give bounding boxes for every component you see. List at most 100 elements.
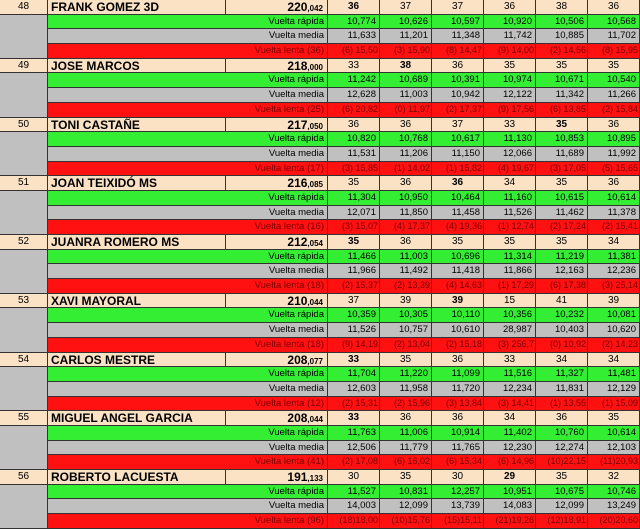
lap-count-cell: 30: [328, 470, 380, 485]
lap-time-cell: (0) 11,97: [380, 102, 432, 118]
driver-header-row: MIGUEL ANGEL GARCIA 208,044 33 36 36 34 36 35: [48, 411, 640, 426]
position-number: 50: [0, 117, 48, 133]
lap-time-cell: 12,071: [328, 205, 380, 221]
lap-time-cell: (9) 17,56: [484, 102, 536, 118]
lap-time-cell: 10,885: [536, 29, 588, 45]
lap-time-cell: (2) 15,84: [588, 102, 640, 118]
lap-count-cell: 39: [380, 293, 432, 309]
lap-time-cell: 11,206: [380, 146, 432, 162]
score-decimal: ,133: [307, 474, 323, 483]
row-label: Vuelta media: [48, 29, 328, 45]
lap-count-cell: 35: [588, 411, 640, 426]
position-filler: [0, 484, 48, 529]
lap-time-cell: 11,866: [484, 264, 536, 280]
score-integer: 210: [287, 293, 308, 308]
lap-time-cell: 10,506: [536, 14, 588, 30]
lap-time-cell: 11,342: [536, 88, 588, 103]
lap-count-cell: 35: [536, 176, 588, 191]
lap-time-cell: 11,003: [380, 88, 432, 103]
driver-score: 212,054: [226, 235, 328, 250]
driver-name: XAVI MAYORAL: [48, 293, 226, 309]
driver-score: 217,050: [226, 117, 328, 133]
score-integer: 212: [287, 235, 308, 249]
row-label: Vuelta rápida: [48, 14, 328, 30]
lap-count-cell: 35: [536, 470, 588, 485]
lap-time-cell: (3) 25,14: [588, 279, 640, 294]
lap-time-cell: 10,540: [588, 73, 640, 89]
lap-time-cell: 14,083: [484, 499, 536, 515]
lap-time-cell: 11,742: [484, 29, 536, 45]
driver-block: 54 CARLOS MESTRE 208,077 33 35 36 33 34 34 Vuelta…: [0, 352, 640, 412]
row-label: Vuelta media: [48, 381, 328, 397]
driver-score: 208,077: [226, 352, 328, 368]
score-decimal: ,050: [307, 121, 323, 131]
lap-time-cell: (1) 14,02: [380, 161, 432, 177]
row-label: Vuelta lenta (41): [48, 455, 328, 470]
row-label: Vuelta lenta (18): [48, 279, 328, 294]
lap-time-cell: 11,992: [588, 146, 640, 162]
lap-time-cell: 11,526: [328, 323, 380, 338]
lap-time-cell: (10)22,15: [536, 455, 588, 470]
row-label: Vuelta rápida: [48, 484, 328, 500]
lap-time-cell: 10,831: [380, 484, 432, 500]
slow-lap-row: Vuelta lenta (18) (2) 15,37 (2) 13,39 (4) 1…: [48, 279, 640, 294]
lap-time-cell: 11,327: [536, 367, 588, 382]
lap-time-cell: 10,620: [588, 323, 640, 338]
lap-time-cell: (2) 14,23: [588, 337, 640, 353]
driver-name: JOSE MARCOS: [48, 58, 226, 74]
lap-count-cell: 34: [588, 235, 640, 250]
lap-time-cell: 10,615: [536, 190, 588, 206]
position-number: 53: [0, 293, 48, 309]
lap-count-cell: 36: [588, 117, 640, 133]
lap-count-cell: 35: [588, 58, 640, 74]
lap-time-cell: (6) 20,82: [328, 102, 380, 118]
lap-time-cell: (6) 16,02: [380, 455, 432, 470]
fast-lap-row: Vuelta rápida 10,820 10,768 10,617 11,130 10,…: [48, 132, 640, 147]
row-label: Vuelta lenta (96): [48, 514, 328, 529]
row-label: Vuelta rápida: [48, 425, 328, 441]
lap-count-cell: 36: [588, 0, 640, 15]
average-lap-row: Vuelta media 11,531 11,206 11,150 12,066 11,6…: [48, 146, 640, 162]
lap-count-cell: 36: [432, 411, 484, 426]
lap-time-cell: 11,779: [380, 440, 432, 456]
position-filler: [0, 249, 48, 294]
lap-count-cell: 35: [328, 235, 380, 250]
lap-count-cell: 36: [536, 411, 588, 426]
row-label: Vuelta lenta (16): [48, 220, 328, 235]
driver-name: FRANK GOMEZ 3D: [48, 0, 226, 15]
lap-time-cell: (3) 14,41: [484, 396, 536, 412]
lap-time-cell: 11,763: [328, 425, 380, 441]
driver-name: JUANRA ROMERO MS: [48, 235, 226, 250]
lap-count-cell: 36: [432, 352, 484, 368]
lap-count-cell: 36: [588, 176, 640, 191]
lap-time-cell: 12,274: [536, 440, 588, 456]
score-integer: 220: [287, 0, 308, 14]
lap-time-cell: 10,757: [380, 323, 432, 338]
score-integer: 217: [287, 117, 308, 132]
lap-count-cell: 32: [588, 470, 640, 485]
lap-time-cell: (1) 15,09: [588, 396, 640, 412]
lap-time-cell: 11,099: [432, 367, 484, 382]
lap-time-cell: 10,597: [432, 14, 484, 30]
driver-block: 49 JOSE MARCOS 218,000 33 38 36 35 35 35 Vuelta r…: [0, 58, 640, 118]
lap-count-cell: 38: [536, 0, 588, 15]
row-label: Vuelta rápida: [48, 132, 328, 147]
slow-lap-row: Vuelta lenta (96) (18)18,00 (10)15,76 (15)1…: [48, 514, 640, 529]
lap-time-cell: 10,820: [328, 132, 380, 147]
lap-time-cell: 13,249: [588, 499, 640, 515]
lap-time-cell: 11,531: [328, 146, 380, 162]
lap-time-cell: 12,129: [588, 381, 640, 397]
position-number: 52: [0, 235, 48, 250]
row-label: Vuelta media: [48, 205, 328, 221]
lap-time-cell: 10,920: [484, 14, 536, 30]
lap-time-cell: 10,768: [380, 132, 432, 147]
slow-lap-row: Vuelta lenta (18) (9) 14,19 (2) 13,04 (2) 1…: [48, 337, 640, 353]
score-integer: 216: [287, 176, 308, 191]
lap-count-cell: 35: [432, 235, 484, 250]
driver-name: TONI CASTAÑE: [48, 117, 226, 133]
lap-time-cell: 10,914: [432, 425, 484, 441]
slow-lap-row: Vuelta lenta (16) (3) 15,07 (4) 17,37 (4) 1…: [48, 220, 640, 235]
row-label: Vuelta rápida: [48, 73, 328, 89]
lap-count-cell: 33: [328, 58, 380, 74]
